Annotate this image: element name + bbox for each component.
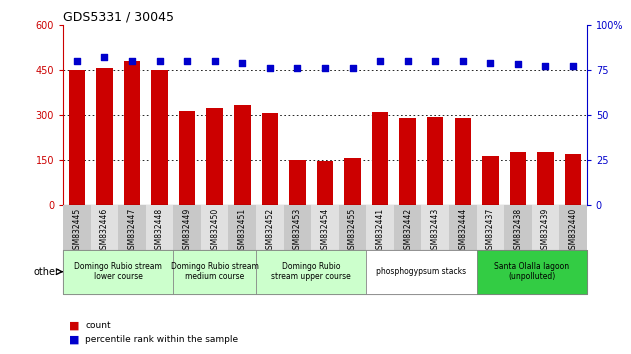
Bar	[504, 205, 532, 250]
Bar	[367, 205, 394, 250]
Text: Santa Olalla lagoon
(unpolluted): Santa Olalla lagoon (unpolluted)	[494, 262, 569, 281]
Bar	[399, 118, 416, 205]
Text: GSM832452: GSM832452	[266, 207, 274, 254]
Text: GSM832451: GSM832451	[238, 207, 247, 254]
Bar	[482, 156, 498, 205]
Text: GSM832447: GSM832447	[127, 207, 136, 254]
Bar	[367, 250, 476, 294]
Bar	[532, 205, 559, 250]
Point	[430, 58, 440, 64]
Text: GSM832440: GSM832440	[569, 207, 577, 254]
Bar	[317, 161, 333, 205]
Text: Domingo Rubio
stream upper course: Domingo Rubio stream upper course	[271, 262, 351, 281]
Text: GSM832444: GSM832444	[458, 207, 468, 254]
Bar	[206, 108, 223, 205]
Bar	[201, 205, 228, 250]
Text: GSM832449: GSM832449	[182, 207, 192, 254]
Bar	[559, 205, 587, 250]
Bar	[476, 205, 504, 250]
Bar	[91, 205, 118, 250]
Bar	[174, 250, 256, 294]
Bar	[476, 250, 587, 294]
Point	[72, 58, 82, 64]
Bar	[537, 152, 554, 205]
Text: ■: ■	[69, 335, 80, 345]
Text: GSM832448: GSM832448	[155, 207, 164, 254]
Text: count: count	[85, 321, 111, 330]
Bar	[289, 160, 305, 205]
Bar	[256, 250, 367, 294]
Bar	[449, 205, 476, 250]
Point	[237, 60, 247, 65]
Bar	[69, 70, 85, 205]
Text: GSM832454: GSM832454	[321, 207, 329, 254]
Text: percentile rank within the sample: percentile rank within the sample	[85, 335, 239, 344]
Point	[182, 58, 192, 64]
Bar	[262, 113, 278, 205]
Bar	[454, 118, 471, 205]
Text: GSM832453: GSM832453	[293, 207, 302, 254]
Point	[457, 58, 468, 64]
Bar	[118, 205, 146, 250]
Bar	[124, 62, 140, 205]
Point	[348, 65, 358, 71]
Bar	[234, 104, 251, 205]
Point	[485, 60, 495, 65]
Point	[403, 58, 413, 64]
Bar	[394, 205, 422, 250]
Text: Domingo Rubio stream
lower course: Domingo Rubio stream lower course	[74, 262, 162, 281]
Text: GSM832442: GSM832442	[403, 207, 412, 254]
Text: GSM832446: GSM832446	[100, 207, 109, 254]
Bar	[179, 110, 196, 205]
Bar	[422, 205, 449, 250]
Text: other: other	[34, 267, 60, 277]
Bar	[174, 205, 201, 250]
Point	[292, 65, 302, 71]
Bar	[96, 68, 113, 205]
Point	[155, 58, 165, 64]
Text: GSM832455: GSM832455	[348, 207, 357, 254]
Point	[127, 58, 137, 64]
Point	[375, 58, 385, 64]
Bar	[339, 205, 367, 250]
Bar	[565, 154, 581, 205]
Bar	[256, 205, 283, 250]
Bar	[63, 250, 174, 294]
Text: GSM832450: GSM832450	[210, 207, 219, 254]
Bar	[311, 205, 339, 250]
Text: GSM832443: GSM832443	[431, 207, 440, 254]
Bar	[427, 117, 444, 205]
Bar	[63, 205, 91, 250]
Bar	[510, 152, 526, 205]
Text: GSM832439: GSM832439	[541, 207, 550, 254]
Point	[320, 65, 330, 71]
Text: GSM832438: GSM832438	[514, 207, 522, 254]
Bar	[146, 205, 174, 250]
Bar	[345, 158, 361, 205]
Text: GDS5331 / 30045: GDS5331 / 30045	[63, 11, 174, 24]
Text: GSM832445: GSM832445	[73, 207, 81, 254]
Point	[568, 63, 578, 69]
Text: phosphogypsum stacks: phosphogypsum stacks	[376, 267, 466, 276]
Bar	[151, 70, 168, 205]
Point	[540, 63, 550, 69]
Text: GSM832437: GSM832437	[486, 207, 495, 254]
Text: ■: ■	[69, 321, 80, 331]
Point	[209, 58, 220, 64]
Point	[100, 55, 110, 60]
Bar	[372, 112, 388, 205]
Bar	[283, 205, 311, 250]
Text: Domingo Rubio stream
medium course: Domingo Rubio stream medium course	[171, 262, 259, 281]
Point	[265, 65, 275, 71]
Point	[513, 62, 523, 67]
Bar	[228, 205, 256, 250]
Text: GSM832441: GSM832441	[375, 207, 384, 254]
